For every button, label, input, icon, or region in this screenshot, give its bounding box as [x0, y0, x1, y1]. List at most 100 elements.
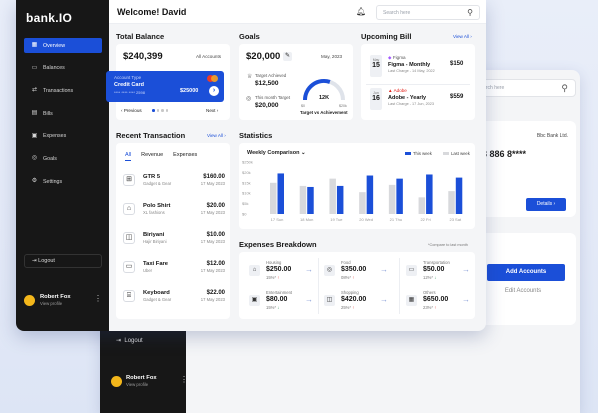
carousel-dot[interactable]	[161, 109, 164, 112]
back-search-input[interactable]: Search here ⚲	[470, 79, 576, 97]
edit-accounts-link[interactable]: Edit Accounts	[504, 288, 542, 294]
arrow-right-icon[interactable]: →	[462, 265, 470, 274]
bar-last-week[interactable]	[270, 182, 277, 214]
transfer-icon: ⇄	[31, 87, 38, 94]
bell-icon[interactable]: 🔔︎	[356, 7, 367, 16]
recent-transaction-title: Recent Transaction	[116, 131, 186, 140]
expense-item[interactable]: ◎ Food $350.00 08%* ↑ →	[322, 257, 397, 291]
kebab-icon[interactable]: ⋮	[180, 375, 188, 384]
bar-last-week[interactable]	[299, 185, 307, 214]
profile[interactable]: Robert Fox View profile ⋮	[24, 290, 102, 310]
bar-this-week[interactable]	[366, 175, 374, 214]
table-row[interactable]: ◫ Biriyani Hajir Biriyani $10.00 17 May 2023	[119, 229, 225, 251]
table-row[interactable]: ⌂ Polo Shirt XL fashions $20.00 17 May 2023	[119, 200, 225, 222]
back-details-button[interactable]: Details ›	[526, 198, 566, 211]
figma-logo: ◆ Figma	[388, 55, 406, 61]
carousel-dot[interactable]	[165, 109, 168, 112]
bar-last-week[interactable]	[418, 197, 426, 214]
bar-this-week[interactable]	[396, 178, 403, 214]
bar-last-week[interactable]	[359, 192, 366, 214]
carousel-dot[interactable]	[156, 109, 159, 112]
bar-last-week[interactable]	[329, 178, 336, 214]
sidebar-item-balances[interactable]: ▭ Balances	[24, 61, 102, 76]
tab-all[interactable]: All	[125, 152, 132, 161]
expenses-note: *Compare to last month	[428, 243, 468, 247]
bill-icon: ▤	[31, 110, 38, 117]
previous-label: Previous	[123, 108, 142, 113]
bills-view-all-link[interactable]: View All ›	[453, 34, 472, 39]
bar-this-week[interactable]	[307, 186, 314, 214]
sidebar-item-transactions[interactable]: ⇄ Transactions	[24, 83, 102, 98]
sidebar-item-expenses[interactable]: ▣ Expenses	[24, 129, 102, 144]
transaction-name: GTR 5	[143, 174, 161, 180]
expense-item[interactable]: ▣ Entertainment $80.00 15%* ↓ →	[247, 287, 322, 321]
expense-category: Entertainment	[266, 290, 293, 295]
expense-category: Food	[341, 260, 351, 265]
bar-last-week[interactable]	[448, 191, 455, 214]
tab-revenue[interactable]: Revenue	[141, 152, 164, 158]
tab-expenses[interactable]: Expenses	[173, 152, 198, 158]
previous-button[interactable]: ‹ Previous	[121, 108, 142, 113]
expense-percent: 15%*	[266, 305, 277, 310]
sidebar-item-overview[interactable]: ▦ Overview	[24, 38, 102, 53]
arrow-right-icon[interactable]: ›	[209, 86, 219, 96]
expenses-title: Expenses Breakdown	[239, 240, 317, 249]
expense-item[interactable]: ▦ Others $650.00 23%* ↑ →	[404, 287, 479, 321]
next-button[interactable]: Next ›	[206, 108, 219, 113]
kebab-icon[interactable]: ⋮	[94, 294, 102, 303]
arrow-right-icon[interactable]: →	[380, 265, 388, 274]
sidebar-item-settings[interactable]: ⚙ Settings	[24, 174, 102, 189]
bill-row[interactable]: Jun 16 ▲ Adobe Adobe - Yearly Last Charge…	[364, 88, 472, 114]
back-profile[interactable]: Robert Fox View profile ⋮	[108, 372, 188, 392]
arrow-right-icon[interactable]: →	[305, 265, 313, 274]
bar-this-week[interactable]	[277, 173, 285, 214]
profile-sub: View profile	[40, 300, 63, 306]
arrow-right-icon[interactable]: →	[305, 295, 313, 304]
sidebar-item-label: Balances	[43, 65, 65, 72]
all-accounts-link[interactable]: All Accounts	[196, 54, 222, 59]
gauge-value: 12K	[319, 95, 329, 101]
transaction-date: 17 May 2023	[200, 239, 225, 244]
table-row[interactable]: ▭ Taxi Fare Uber $12.00 17 May 2023	[119, 258, 225, 280]
transactions-view-all-link[interactable]: View All ›	[207, 133, 226, 138]
y-tick-label: $20k	[242, 170, 251, 175]
y-tick-label: $0	[242, 212, 247, 217]
expense-change: 15%* ↓	[266, 305, 279, 310]
expense-amount: $420.00	[341, 296, 367, 303]
arrow-right-icon[interactable]: →	[380, 295, 388, 304]
expense-item[interactable]: ◫ Shopping $420.00 25%* ↑ →	[322, 287, 397, 321]
sidebar-item-goals[interactable]: ◎ Goals	[24, 151, 102, 166]
expense-percent: 25%*	[341, 305, 352, 310]
carousel-dot[interactable]	[152, 109, 155, 112]
bar-last-week[interactable]	[388, 184, 396, 214]
bar-this-week[interactable]	[426, 174, 433, 214]
arrow-up-icon: ↑	[352, 305, 355, 310]
back-profile-sub: View profile	[126, 382, 149, 387]
arrow-right-icon[interactable]: →	[462, 295, 470, 304]
dropdown-label: Weekly Comparison	[247, 150, 300, 156]
expense-item[interactable]: ⌂ Housing $250.00 15%* ↑ →	[247, 257, 322, 291]
weekly-comparison-dropdown[interactable]: Weekly Comparison ⌄	[247, 150, 306, 156]
search-input[interactable]: Search here ⚲	[376, 5, 480, 20]
back-bank-name: Bbc Bank Ltd.	[536, 133, 568, 139]
legend-swatch	[405, 152, 411, 155]
table-row[interactable]: ⊞ GTR 5 Gadget & Gear $160.00 17 May 2023	[119, 171, 225, 193]
expense-item[interactable]: ▭ Transportation $50.00 12%* ↓ →	[404, 257, 479, 291]
statistics-title: Statistics	[239, 131, 273, 140]
table-row[interactable]: ⌸ Keyboard Gadget & Gear $22.00 17 May 2023	[119, 287, 225, 309]
logout-button[interactable]: ⇥ Logout	[24, 254, 102, 268]
add-accounts-button[interactable]: Add Accounts	[487, 264, 565, 281]
back-logout-button[interactable]: ⇥ Logout	[108, 333, 184, 349]
adobe-logo: ▲ Adobe	[388, 88, 407, 93]
transaction-amount: $10.00	[206, 232, 225, 238]
x-tick-label: 18 Mon	[300, 217, 313, 222]
card-amount: $25000	[180, 88, 199, 94]
sidebar-item-bills[interactable]: ▤ Bills	[24, 106, 102, 121]
expense-amount: $50.00	[423, 266, 445, 273]
bar-this-week[interactable]	[336, 185, 344, 214]
bill-row[interactable]: May 15 ◆ Figma Figma - Monthly Last Charg…	[364, 55, 472, 81]
edit-icon[interactable]: ✎	[283, 52, 292, 61]
sidebar-item-label: Overview	[43, 42, 66, 49]
goals-amount: $20,000	[246, 51, 281, 62]
bar-this-week[interactable]	[455, 177, 463, 214]
